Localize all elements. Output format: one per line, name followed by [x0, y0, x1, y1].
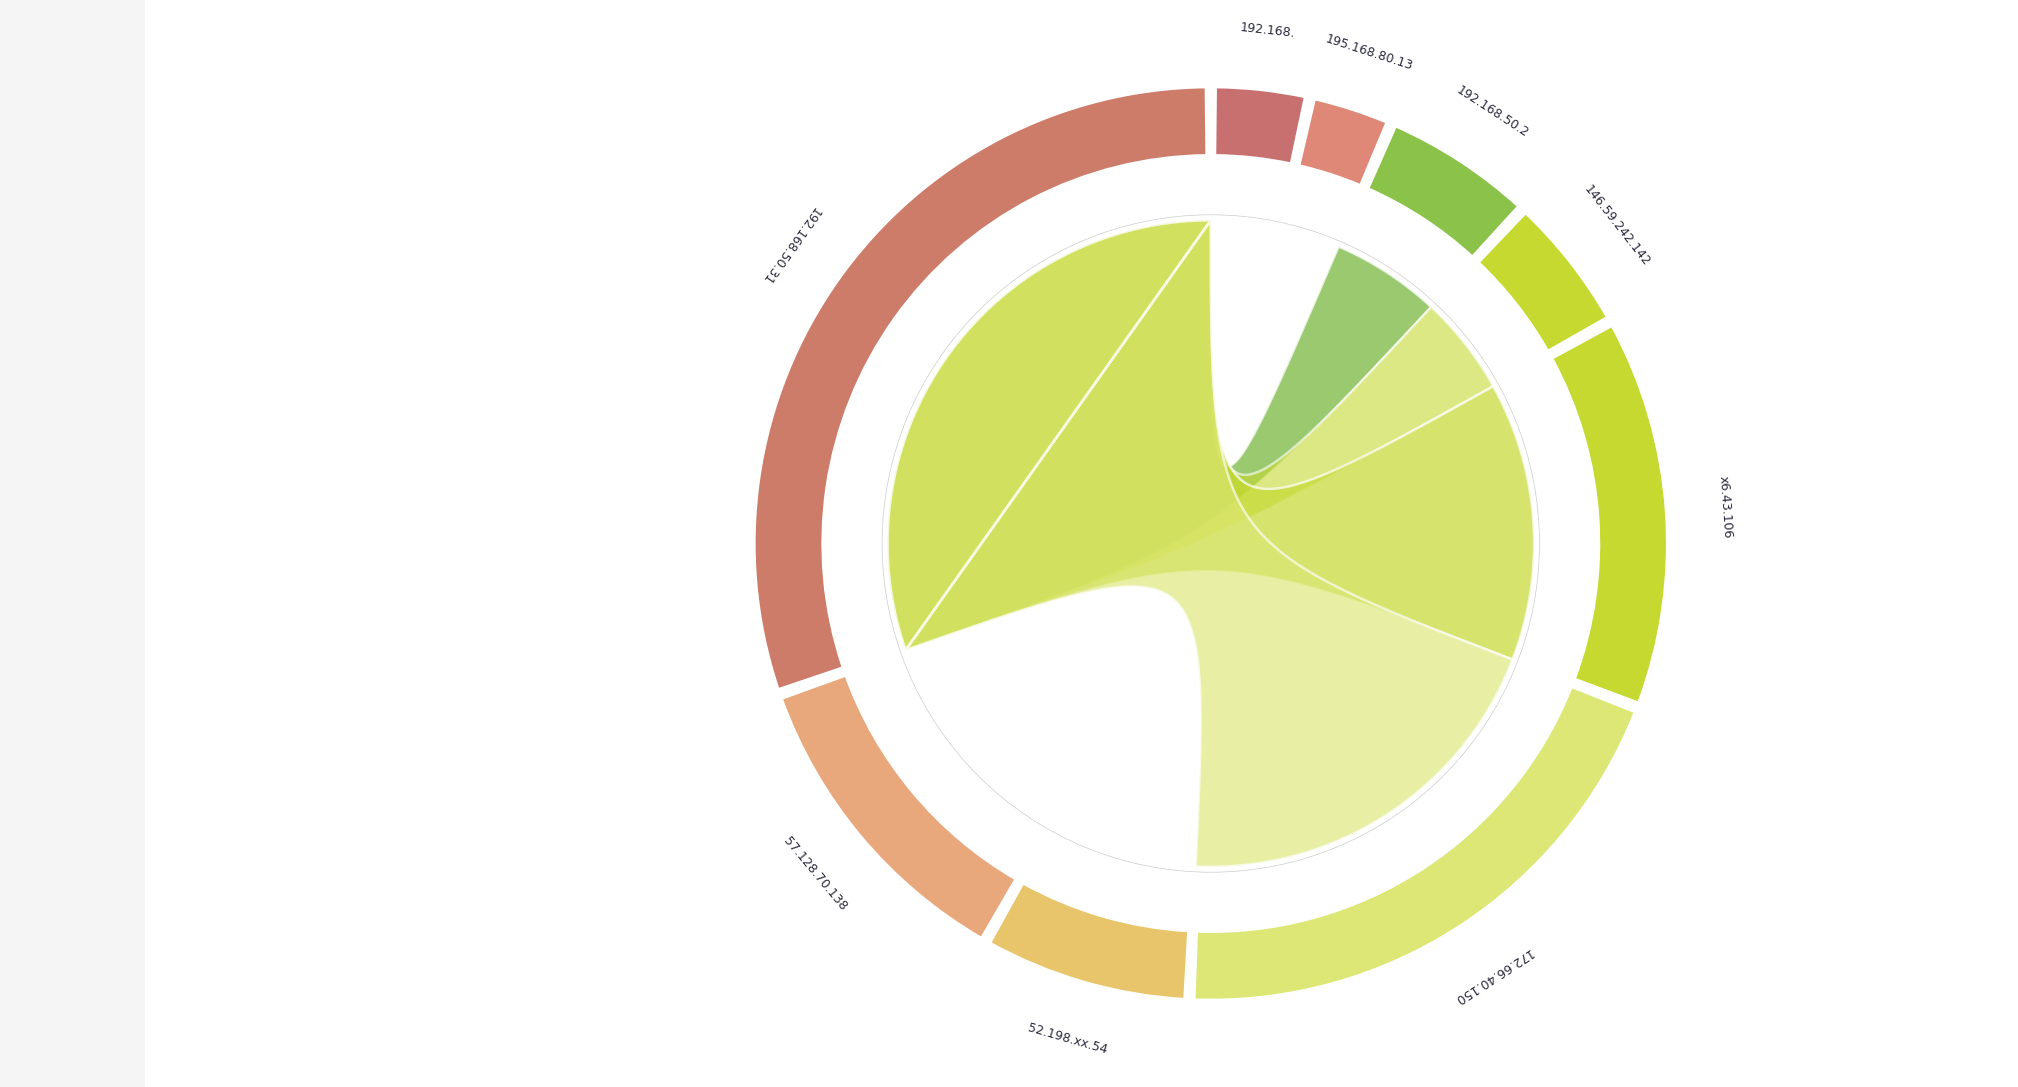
Text: 172.66.40.150: 172.66.40.150: [1451, 945, 1534, 1005]
Wedge shape: [1215, 87, 1306, 164]
Text: 146.59.242.142: 146.59.242.142: [1582, 183, 1653, 268]
Wedge shape: [781, 675, 1015, 938]
Wedge shape: [1479, 213, 1608, 351]
Wedge shape: [1552, 326, 1667, 703]
Wedge shape: [1368, 126, 1520, 257]
Text: 192.168.50.31: 192.168.50.31: [759, 204, 821, 286]
Wedge shape: [1195, 687, 1635, 1000]
Text: 192.168.: 192.168.: [1239, 22, 1296, 40]
Text: x6.43.106: x6.43.106: [1717, 475, 1733, 539]
Wedge shape: [1300, 99, 1386, 186]
Polygon shape: [888, 221, 1493, 650]
Text: 57.128.70.138: 57.128.70.138: [781, 835, 850, 913]
Text: 192.168.50.2: 192.168.50.2: [1455, 84, 1532, 140]
Text: 52.198.xx.54: 52.198.xx.54: [1027, 1022, 1108, 1057]
Text: 195.168.80.13: 195.168.80.13: [1324, 33, 1415, 73]
Polygon shape: [888, 221, 1431, 650]
Polygon shape: [888, 221, 1514, 866]
Bar: [0, 0, 145, 1087]
Wedge shape: [755, 87, 1207, 689]
Wedge shape: [989, 883, 1189, 999]
Polygon shape: [888, 221, 1534, 660]
